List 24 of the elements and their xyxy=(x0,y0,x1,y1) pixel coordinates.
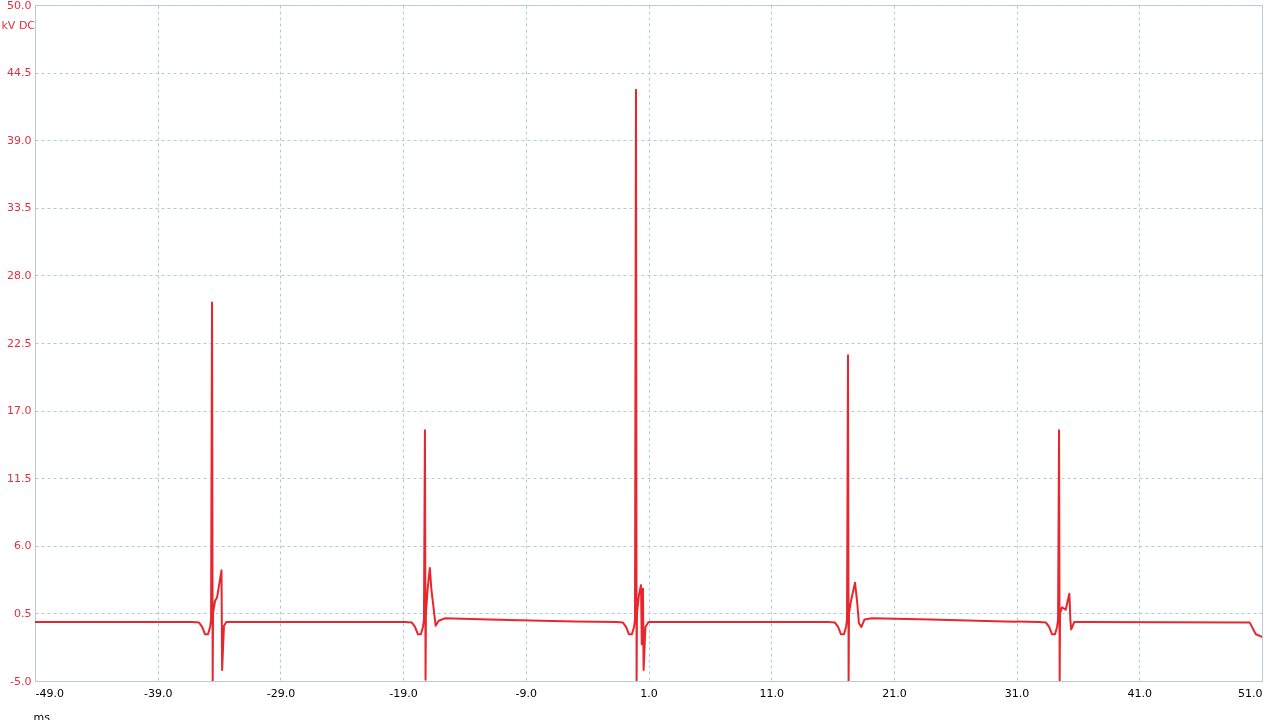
y-tick-label: 22.5 xyxy=(7,336,32,350)
y-tick-label: 50.0 xyxy=(7,0,32,12)
x-tick-label: 11.0 xyxy=(759,686,784,700)
y-tick-label: 39.0 xyxy=(7,133,32,147)
x-tick-label: -29.0 xyxy=(266,686,296,700)
y-tick-label: 11.5 xyxy=(7,471,32,485)
y-tick-label: 33.5 xyxy=(7,201,32,215)
x-tick-label: -49.0 xyxy=(35,686,64,700)
x-tick-label: 1.0 xyxy=(640,686,658,700)
y-axis-title: kV DC xyxy=(1,18,36,32)
x-tick-label: 41.0 xyxy=(1127,686,1153,700)
x-tick-label: -39.0 xyxy=(143,686,173,700)
y-tick-label: -5.0 xyxy=(10,674,32,688)
y-tick-label: 28.0 xyxy=(7,268,32,282)
x-axis-title: ms xyxy=(33,710,51,720)
y-tick-label: 44.5 xyxy=(7,66,32,80)
y-tick-label: 6.0 xyxy=(14,539,32,553)
x-tick-label: 51.0 xyxy=(1238,686,1263,700)
x-tick-label: -19.0 xyxy=(389,686,418,700)
x-tick-label: 21.0 xyxy=(882,686,907,700)
x-tick-label: 31.0 xyxy=(1004,686,1030,700)
x-tick-label: -9.0 xyxy=(515,686,538,700)
y-tick-label: 0.5 xyxy=(14,606,32,620)
y-tick-label: 17.0 xyxy=(7,404,32,418)
